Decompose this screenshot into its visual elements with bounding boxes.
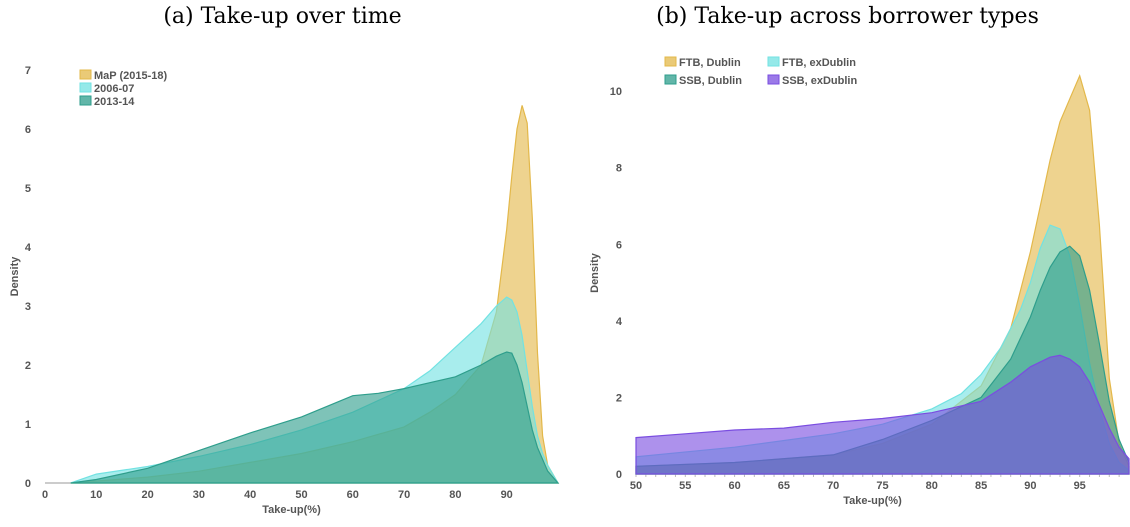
chart-b-y-tick-label: 2 [616,392,622,404]
chart-b-x-tick-label: 90 [1024,480,1036,492]
chart-a-x-tick-label: 40 [244,489,256,501]
chart-a-y-tick-label: 1 [25,419,31,431]
chart-b-x-tick-label: 75 [876,480,888,492]
chart-b-y-axis-label: Density [589,252,601,293]
chart-a-legend-label: 2006-07 [94,83,134,95]
chart-b-legend-label: SSB, exDublin [782,75,857,87]
chart-b-legend-label: FTB, exDublin [782,57,856,69]
chart-a-legend-swatch [79,69,92,80]
chart-a-y-tick-label: 6 [25,124,31,136]
chart-b-x-tick-label: 70 [827,480,839,492]
chart-a-legend-label: 2013-14 [94,96,135,108]
chart-b-area-3 [635,354,1130,475]
chart-a-x-tick-label: 80 [449,489,461,501]
chart-b-x-tick-label: 85 [975,480,987,492]
chart-a-legend-label: MaP (2015-18) [94,70,168,82]
chart-a-x-axis-label: Take-up(%) [262,504,321,516]
chart-b-y-tick-label: 8 [616,163,622,175]
chart-b-y-tick-label: 6 [616,239,622,251]
chart-a-y-axis-label: Density [9,256,21,297]
chart-a-y-tick-label: 2 [25,360,31,372]
chart-b-y-tick-label: 4 [616,316,623,328]
chart-b-x-tick-label: 65 [778,480,790,492]
chart-a-x-tick-label: 20 [141,489,153,501]
chart-a-x-tick-label: 10 [90,489,102,501]
chart-b-legend-swatch [664,56,677,67]
chart-a-x-tick-label: 70 [398,489,410,501]
chart-a-x-tick-label: 90 [501,489,513,501]
chart-b-y-tick-label: 10 [610,86,622,98]
chart-a-x-tick-label: 50 [295,489,307,501]
chart-b-y-tick-label: 0 [616,469,622,481]
chart-b-x-tick-label: 55 [679,480,691,492]
chart-a-y-tick-label: 4 [25,242,32,254]
chart-b-x-tick-label: 60 [728,480,740,492]
chart-a-x-tick-label: 30 [193,489,205,501]
chart-a-title: (a) Take-up over time [163,4,402,29]
chart-b-legend-swatch [767,56,780,67]
chart-b-legend-swatch [664,74,677,85]
chart-a-legend-swatch [79,82,92,93]
chart-b-title: (b) Take-up across borrower types [656,4,1039,29]
chart-b-legend-label: FTB, Dublin [679,57,741,69]
chart-b-x-axis-label: Take-up(%) [843,495,902,507]
chart-a-y-tick-label: 5 [25,183,31,195]
chart-a-x-tick-label: 60 [347,489,359,501]
chart-b-x-tick-label: 50 [630,480,642,492]
chart-b-x-tick-label: 80 [926,480,938,492]
chart-b-legend-swatch [767,74,780,85]
chart-a-y-tick-label: 3 [25,301,31,313]
chart-a-y-tick-label: 7 [25,65,31,77]
chart-b-legend-label: SSB, Dublin [679,75,742,87]
chart-b-x-tick-label: 95 [1074,480,1086,492]
chart-a-y-tick-label: 0 [25,478,31,490]
chart-a-x-tick-label: 0 [42,489,48,501]
chart-a-legend-swatch [79,95,92,106]
chart-a-area-2 [70,351,560,484]
